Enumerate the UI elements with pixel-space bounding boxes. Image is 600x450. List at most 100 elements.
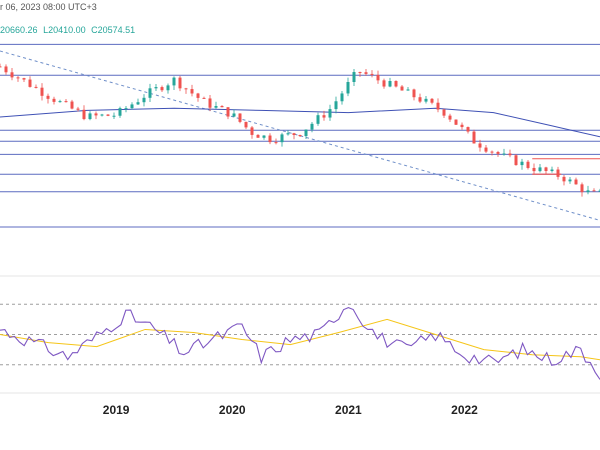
candle-body <box>292 133 296 136</box>
candle-body <box>454 119 458 125</box>
ohlc-high: 20660.26 <box>0 25 38 35</box>
candle-body <box>184 88 188 90</box>
candle-body <box>586 190 590 193</box>
candle-body <box>40 87 44 96</box>
candle-body <box>376 74 380 81</box>
candle-body <box>136 102 140 105</box>
candle-body <box>436 102 440 110</box>
candle-body <box>340 93 344 102</box>
candle-body <box>10 72 14 78</box>
candle-body <box>526 161 530 168</box>
candle-body <box>568 179 572 182</box>
candle-body <box>64 101 68 103</box>
candle-body <box>484 147 488 152</box>
candle-body <box>490 151 494 153</box>
x-tick-label: 2022 <box>451 403 478 417</box>
candle-body <box>310 123 314 130</box>
candle-body <box>46 95 50 99</box>
candle-body <box>142 97 146 103</box>
candle-body <box>244 121 248 128</box>
candle-body <box>502 153 506 155</box>
candle-body <box>148 88 152 98</box>
candle-body <box>0 66 2 68</box>
candle-body <box>262 135 266 138</box>
candle-body <box>130 104 134 109</box>
candle-body <box>382 80 386 87</box>
ohlc-low: L20410.00 <box>43 25 86 35</box>
candle-body <box>256 134 260 138</box>
candle-body <box>520 161 524 166</box>
candle-body <box>274 142 278 144</box>
candle-body <box>358 72 362 74</box>
candle-body <box>394 81 398 87</box>
candle-body <box>214 105 218 108</box>
x-tick-label: 2020 <box>218 403 246 417</box>
candle-body <box>598 190 600 192</box>
candle-body <box>424 98 428 102</box>
candle-body <box>364 72 368 74</box>
candle-body <box>580 184 584 193</box>
candle-body <box>268 135 272 143</box>
candle-body <box>538 167 542 172</box>
candle-body <box>106 114 110 116</box>
candle-body <box>52 98 56 102</box>
candle-body <box>334 101 338 110</box>
rsi-line <box>0 307 600 380</box>
candle-body <box>22 78 26 80</box>
candle-body <box>496 152 500 154</box>
candle-body <box>280 134 284 143</box>
candle-body <box>508 153 512 156</box>
candle-body <box>556 169 560 177</box>
candle-body <box>100 114 104 116</box>
candle-body <box>4 66 8 73</box>
candle-body <box>208 98 212 108</box>
candle-body <box>562 176 566 182</box>
ohlc-close: C20574.51 <box>91 25 136 35</box>
candle-body <box>82 109 86 120</box>
candle-body <box>178 77 182 89</box>
candle-body <box>286 133 290 135</box>
candle-body <box>388 81 392 87</box>
candle-body <box>400 86 404 91</box>
price-pane <box>0 43 600 228</box>
candle-body <box>34 86 38 88</box>
candle-body <box>88 113 92 120</box>
candle-body <box>16 77 20 79</box>
candle-body <box>118 108 122 116</box>
candle-body <box>250 127 254 135</box>
candle-body <box>28 79 32 87</box>
moving-average-line <box>0 107 600 138</box>
rsi-levels <box>0 303 600 366</box>
candle-body <box>442 109 446 116</box>
candle-body <box>202 97 206 99</box>
candle-body <box>472 131 476 144</box>
x-tick-label: 2021 <box>335 403 362 417</box>
candle-body <box>466 127 470 132</box>
candles <box>0 63 600 197</box>
candle-body <box>346 81 350 94</box>
candle-body <box>226 107 230 117</box>
candle-body <box>154 87 158 89</box>
candle-body <box>58 101 62 103</box>
candle-body <box>328 109 332 118</box>
candle-body <box>430 98 434 103</box>
ohlc-readout: 20660.26 L20410.00 C20574.51 <box>0 25 138 35</box>
candle-body <box>298 135 302 137</box>
candle-body <box>124 108 128 110</box>
candle-body <box>190 89 194 94</box>
candle-body <box>112 115 116 117</box>
candle-body <box>412 89 416 98</box>
candle-body <box>238 113 242 122</box>
trendline <box>0 50 600 221</box>
candle-body <box>514 155 518 166</box>
candle-body <box>166 85 170 91</box>
candle-body <box>172 77 176 86</box>
candle-body <box>94 113 98 116</box>
rsi-ma-line <box>0 318 600 361</box>
candle-body <box>592 190 596 192</box>
candle-body <box>322 115 326 118</box>
candle-body <box>76 108 80 110</box>
candle-body <box>460 124 464 128</box>
candle-body <box>574 179 578 185</box>
